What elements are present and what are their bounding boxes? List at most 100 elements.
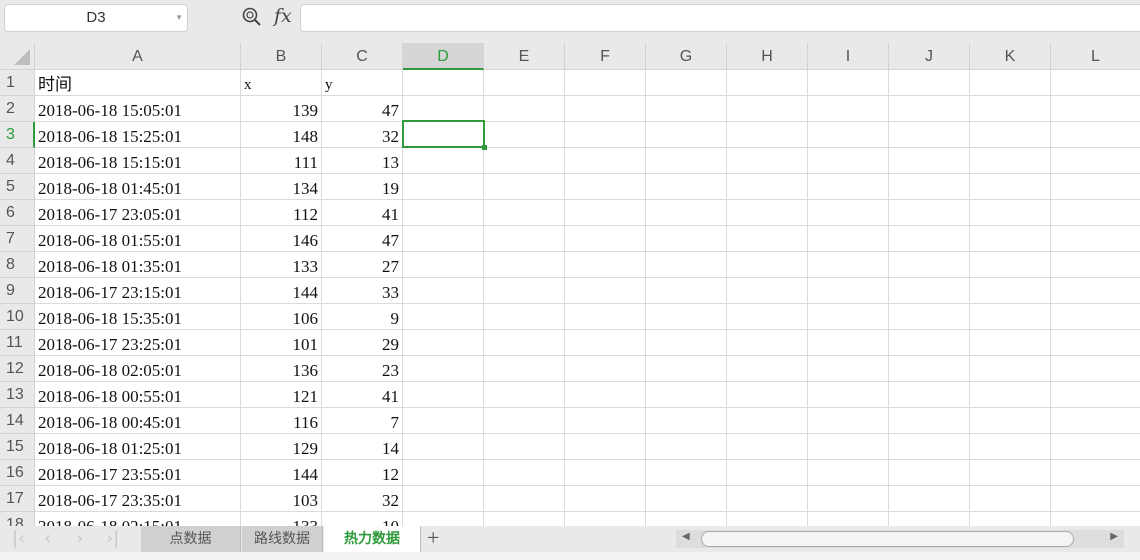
cell-E2[interactable] [484, 96, 565, 122]
cell-C6[interactable]: 41 [322, 200, 403, 226]
spreadsheet-grid[interactable]: A B C D E F G H I J K L 1 时间 x y 2 2018-06-18 15:05:01 139… [0, 43, 1140, 526]
cell-L13[interactable] [1051, 382, 1140, 408]
row-header[interactable]: 11 [0, 330, 35, 356]
cell-J11[interactable] [889, 330, 970, 356]
row-header[interactable]: 18 [0, 512, 35, 526]
cell-J14[interactable] [889, 408, 970, 434]
cell-L14[interactable] [1051, 408, 1140, 434]
cell-F13[interactable] [565, 382, 646, 408]
column-header-F[interactable]: F [565, 43, 646, 70]
cell-C12[interactable]: 23 [322, 356, 403, 382]
sheet-tab[interactable]: 路线数据 [242, 526, 323, 552]
cell-I11[interactable] [808, 330, 889, 356]
add-sheet-button[interactable]: + [427, 525, 440, 550]
cell-J16[interactable] [889, 460, 970, 486]
cell-E12[interactable] [484, 356, 565, 382]
cell-K7[interactable] [970, 226, 1051, 252]
row-header[interactable]: 17 [0, 486, 35, 512]
cell-K5[interactable] [970, 174, 1051, 200]
row-header[interactable]: 4 [0, 148, 35, 174]
cell-C4[interactable]: 13 [322, 148, 403, 174]
cell-I14[interactable] [808, 408, 889, 434]
cell-F11[interactable] [565, 330, 646, 356]
cell-J12[interactable] [889, 356, 970, 382]
cell-D18[interactable] [403, 512, 484, 526]
cell-B12[interactable]: 136 [241, 356, 322, 382]
cell-H11[interactable] [727, 330, 808, 356]
column-header-D[interactable]: D [403, 43, 484, 70]
cell-K3[interactable] [970, 122, 1051, 148]
cell-H3[interactable] [727, 122, 808, 148]
cell-D15[interactable] [403, 434, 484, 460]
cell-F14[interactable] [565, 408, 646, 434]
cell-B16[interactable]: 144 [241, 460, 322, 486]
row-header[interactable]: 14 [0, 408, 35, 434]
cell-A2[interactable]: 2018-06-18 15:05:01 [35, 96, 241, 122]
cell-E10[interactable] [484, 304, 565, 330]
cell-L18[interactable] [1051, 512, 1140, 526]
cell-A5[interactable]: 2018-06-18 01:45:01 [35, 174, 241, 200]
cell-B11[interactable]: 101 [241, 330, 322, 356]
cell-K10[interactable] [970, 304, 1051, 330]
cell-B10[interactable]: 106 [241, 304, 322, 330]
row-header[interactable]: 3 [0, 122, 35, 148]
formula-input[interactable] [300, 4, 1140, 32]
fx-icon[interactable]: fx [274, 5, 292, 27]
cell-I3[interactable] [808, 122, 889, 148]
cell-H5[interactable] [727, 174, 808, 200]
cell-J1[interactable] [889, 70, 970, 96]
cell-J15[interactable] [889, 434, 970, 460]
column-header-L[interactable]: L [1051, 43, 1140, 70]
column-header-E[interactable]: E [484, 43, 565, 70]
cell-L11[interactable] [1051, 330, 1140, 356]
cell-F9[interactable] [565, 278, 646, 304]
cell-E13[interactable] [484, 382, 565, 408]
column-header-I[interactable]: I [808, 43, 889, 70]
cell-K4[interactable] [970, 148, 1051, 174]
cell-C11[interactable]: 29 [322, 330, 403, 356]
cell-C1[interactable]: y [322, 70, 403, 96]
cell-B9[interactable]: 144 [241, 278, 322, 304]
cell-G10[interactable] [646, 304, 727, 330]
cell-J9[interactable] [889, 278, 970, 304]
cell-E14[interactable] [484, 408, 565, 434]
cell-C10[interactable]: 9 [322, 304, 403, 330]
cell-K12[interactable] [970, 356, 1051, 382]
cell-B2[interactable]: 139 [241, 96, 322, 122]
cell-I15[interactable] [808, 434, 889, 460]
cell-K16[interactable] [970, 460, 1051, 486]
prev-sheet-icon[interactable]: ‹ [44, 528, 52, 549]
cell-G1[interactable] [646, 70, 727, 96]
cell-K18[interactable] [970, 512, 1051, 526]
cell-B17[interactable]: 103 [241, 486, 322, 512]
cell-I13[interactable] [808, 382, 889, 408]
cell-A6[interactable]: 2018-06-17 23:05:01 [35, 200, 241, 226]
cell-C16[interactable]: 12 [322, 460, 403, 486]
cell-J5[interactable] [889, 174, 970, 200]
cell-A4[interactable]: 2018-06-18 15:15:01 [35, 148, 241, 174]
cell-G4[interactable] [646, 148, 727, 174]
cell-H15[interactable] [727, 434, 808, 460]
cell-I1[interactable] [808, 70, 889, 96]
row-header[interactable]: 12 [0, 356, 35, 382]
cell-H14[interactable] [727, 408, 808, 434]
cell-F2[interactable] [565, 96, 646, 122]
cell-F16[interactable] [565, 460, 646, 486]
cell-B13[interactable]: 121 [241, 382, 322, 408]
cell-B15[interactable]: 129 [241, 434, 322, 460]
cell-G8[interactable] [646, 252, 727, 278]
cell-K17[interactable] [970, 486, 1051, 512]
cell-I2[interactable] [808, 96, 889, 122]
cell-A16[interactable]: 2018-06-17 23:55:01 [35, 460, 241, 486]
cell-D8[interactable] [403, 252, 484, 278]
cell-D16[interactable] [403, 460, 484, 486]
cell-C13[interactable]: 41 [322, 382, 403, 408]
cell-F7[interactable] [565, 226, 646, 252]
cell-L8[interactable] [1051, 252, 1140, 278]
cell-E11[interactable] [484, 330, 565, 356]
cell-C3[interactable]: 32 [322, 122, 403, 148]
cell-J3[interactable] [889, 122, 970, 148]
cell-A3[interactable]: 2018-06-18 15:25:01 [35, 122, 241, 148]
cell-A10[interactable]: 2018-06-18 15:35:01 [35, 304, 241, 330]
cell-D7[interactable] [403, 226, 484, 252]
